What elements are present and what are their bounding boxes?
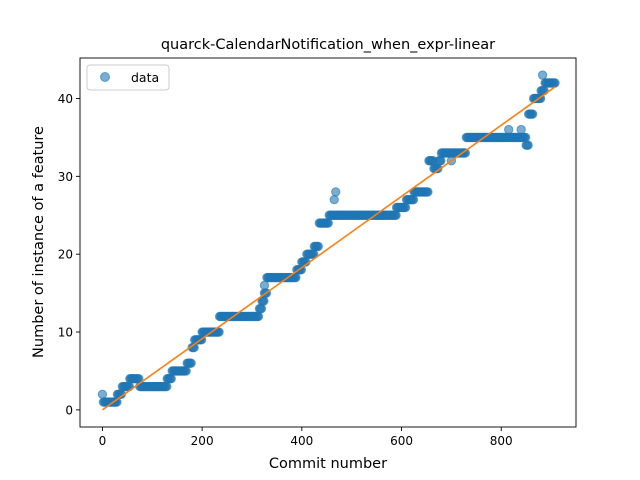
x-tick-label: 200 bbox=[191, 434, 214, 448]
legend-box bbox=[86, 64, 170, 91]
data-point bbox=[537, 70, 548, 80]
chart-title: quarck-CalendarNotification_when_expr-li… bbox=[161, 37, 495, 53]
data-point bbox=[186, 358, 196, 368]
data-point bbox=[516, 124, 526, 135]
data-point bbox=[313, 241, 323, 252]
data-point bbox=[256, 303, 267, 314]
y-tick-label: 30 bbox=[58, 170, 73, 184]
x-tick-label: 0 bbox=[99, 434, 107, 448]
data-point bbox=[181, 366, 191, 376]
data-point bbox=[527, 109, 538, 119]
x-tick-label: 800 bbox=[490, 434, 513, 448]
data-point bbox=[329, 194, 339, 205]
fit-line bbox=[101, 86, 556, 411]
data-point bbox=[523, 140, 533, 150]
x-tick-label: 600 bbox=[390, 434, 413, 448]
y-ticks: 0 10 20 30 40 bbox=[58, 92, 80, 417]
x-tick-label: 400 bbox=[290, 434, 313, 448]
data-point bbox=[539, 86, 549, 96]
data-point bbox=[166, 374, 176, 384]
y-axis-label: Number of instance of a feature bbox=[31, 126, 47, 358]
x-axis-label: Commit number bbox=[269, 456, 387, 472]
y-tick-label: 20 bbox=[58, 248, 73, 262]
data-point bbox=[259, 296, 269, 306]
data-point bbox=[331, 187, 341, 197]
data-point bbox=[253, 311, 264, 322]
data-point bbox=[162, 381, 172, 392]
legend: data bbox=[86, 64, 170, 91]
data-point bbox=[214, 327, 224, 337]
y-tick-label: 10 bbox=[58, 326, 73, 340]
axes-frame bbox=[79, 57, 577, 428]
data-point bbox=[520, 132, 531, 143]
scatter-points bbox=[97, 70, 560, 407]
data-point bbox=[408, 194, 419, 205]
data-point bbox=[97, 389, 108, 399]
data-point bbox=[323, 218, 333, 228]
data-point bbox=[436, 156, 446, 166]
y-tick-label: 40 bbox=[58, 92, 73, 106]
data-point bbox=[550, 78, 560, 88]
data-point bbox=[504, 124, 514, 135]
data-point bbox=[391, 210, 401, 220]
y-tick-label: 0 bbox=[65, 403, 73, 417]
legend-marker bbox=[100, 72, 110, 82]
x-ticks: 0 200 400 600 800 bbox=[99, 427, 513, 448]
fit-line-group bbox=[101, 86, 556, 411]
data-point bbox=[259, 280, 270, 291]
data-point bbox=[423, 187, 433, 197]
data-point bbox=[400, 202, 411, 213]
legend-label: data bbox=[131, 70, 159, 85]
